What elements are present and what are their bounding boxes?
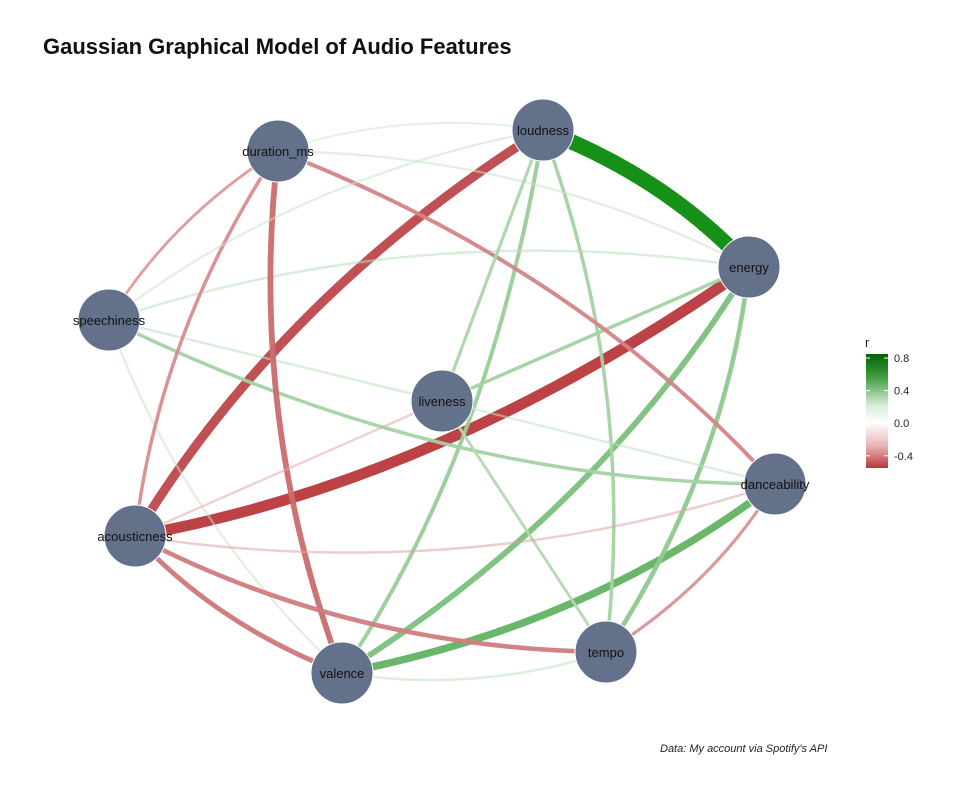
node-tempo: tempo — [574, 620, 638, 684]
legend-colorbar — [866, 354, 888, 468]
legend-tick-label: -0.4 — [894, 451, 913, 463]
node-danceability: danceability — [741, 452, 810, 516]
node-circle-acousticness — [103, 504, 167, 568]
node-circle-speechiness — [77, 288, 141, 352]
legend-ticks: 0.8 0.4 0.0 -0.4 — [866, 353, 913, 463]
edge-speechiness-liveness — [107, 318, 444, 403]
node-duration_ms: duration_ms — [242, 119, 314, 183]
edge-duration_ms-danceability — [276, 149, 777, 486]
node-label-duration_ms: duration_ms — [242, 144, 314, 159]
edge-loudness-speechiness — [107, 128, 545, 322]
legend-title: r — [865, 335, 870, 350]
legend-tick-label: 0.8 — [894, 353, 909, 365]
chart-title: Gaussian Graphical Model of Audio Featur… — [43, 34, 512, 59]
edge-acousticness-liveness — [133, 399, 444, 538]
node-liveness: liveness — [410, 369, 474, 433]
edge-acousticness-tempo — [132, 533, 609, 655]
edge-liveness-tempo — [440, 399, 608, 654]
nodes-layer: loudness energy danceability tempo valence ac… — [73, 98, 810, 705]
node-circle-energy — [717, 235, 781, 299]
edge-energy-valence — [339, 264, 752, 676]
edge-duration_ms-acousticness — [133, 149, 280, 538]
node-label-liveness: liveness — [419, 394, 466, 409]
node-label-loudness: loudness — [517, 123, 570, 138]
legend-tick-label: 0.0 — [894, 418, 909, 430]
edge-valence-tempo — [340, 650, 608, 682]
node-loudness: loudness — [511, 98, 575, 162]
node-label-energy: energy — [729, 260, 769, 275]
node-energy: energy — [717, 235, 781, 299]
node-circle-duration_ms — [246, 119, 310, 183]
node-acousticness: acousticness — [97, 504, 173, 568]
edge-loudness-energy — [535, 122, 757, 275]
edge-energy-speechiness — [107, 249, 751, 322]
node-circle-tempo — [574, 620, 638, 684]
edge-loudness-tempo — [541, 128, 616, 654]
data-caption: Data: My account via Spotify's API — [660, 743, 828, 755]
edge-loudness-valence — [340, 128, 545, 675]
edge-loudness-liveness — [440, 128, 545, 403]
legend: r 0.8 0.4 0.0 -0.4 — [865, 335, 913, 468]
edge-duration_ms-loudness — [277, 121, 544, 152]
node-label-speechiness: speechiness — [73, 313, 146, 328]
node-speechiness: speechiness — [73, 288, 146, 352]
node-label-acousticness: acousticness — [97, 529, 173, 544]
node-label-danceability: danceability — [741, 477, 810, 492]
node-valence: valence — [310, 641, 374, 705]
edge-loudness-acousticness — [130, 125, 548, 541]
edge-acousticness-danceability — [133, 482, 777, 554]
node-label-tempo: tempo — [588, 645, 624, 660]
edge-energy-liveness — [440, 265, 751, 403]
edge-liveness-danceability — [440, 399, 777, 486]
edge-duration_ms-valence — [267, 148, 345, 676]
node-circle-valence — [310, 641, 374, 705]
node-circle-liveness — [410, 369, 474, 433]
node-label-valence: valence — [320, 666, 365, 681]
legend-tick-label: 0.4 — [894, 386, 909, 398]
node-circle-danceability — [743, 452, 807, 516]
node-circle-loudness — [511, 98, 575, 162]
edge-speechiness-danceability — [107, 318, 777, 486]
